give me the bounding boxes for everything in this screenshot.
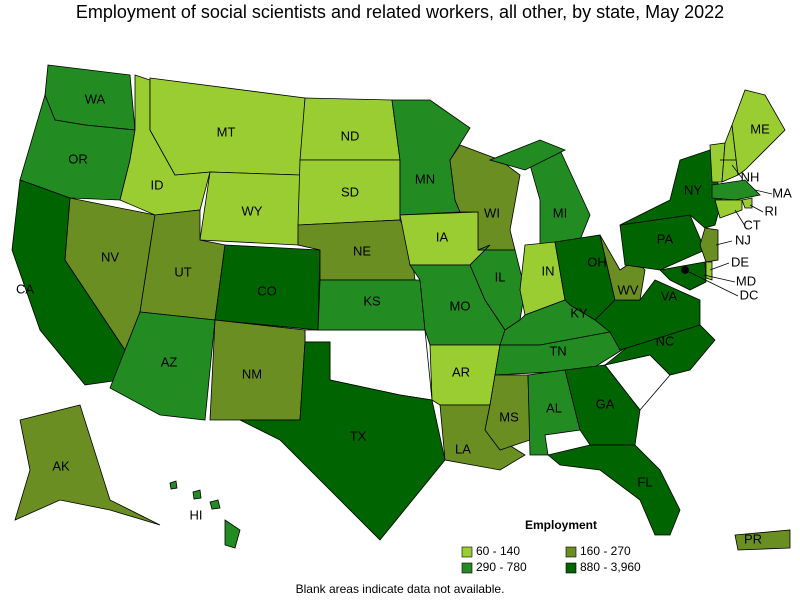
legend-label: 160 - 270 [580,544,631,558]
state-label: AZ [161,354,178,369]
state-label: MD [736,273,756,288]
state-label: UT [174,264,191,279]
legend-label: 60 - 140 [476,544,520,558]
state-label: NM [242,366,262,381]
state [14,404,161,526]
state-label: OH [587,254,607,269]
state-label: GA [596,396,615,411]
state [547,444,681,536]
legend-swatch [565,562,577,574]
state [711,179,761,201]
state-label: AK [52,458,70,473]
state [209,499,221,510]
state-label: PR [744,531,762,546]
state-label: NY [684,182,702,197]
note: Blank areas indicate data not available. [296,582,505,596]
state-label: OR [68,151,88,166]
state-label: NE [353,243,371,258]
state [192,489,202,500]
leader-lines [684,159,773,297]
state-label: DC [740,287,759,302]
state-label: MI [553,205,567,220]
state-label: FL [637,474,652,489]
state-label: IA [436,229,449,244]
legend: Employment 60 - 140 160 - 270 290 - 780 880… [461,518,641,574]
state [239,341,446,541]
states: WA OR CA NV ID MT WY UT AZ CO NM ND SD NE KS TX MN IA MO AR… [11,64,792,551]
state-label: WA [85,91,106,106]
state [488,139,566,171]
state-label: KY [570,305,588,320]
state-label: MA [772,185,792,200]
state-label: MT [217,124,236,139]
state-label: AR [452,364,470,379]
state-label: SD [341,184,359,199]
state-label: ID [151,177,164,192]
state-label: MS [499,409,519,424]
map-title: Employment of social scientists and rela… [76,2,724,22]
state-label: CA [16,281,34,296]
state [741,197,753,209]
state-label: KS [363,293,381,308]
state-label: MN [415,171,435,186]
state [449,144,521,251]
state [224,519,241,549]
state-label: ND [341,128,360,143]
state-label: AL [546,400,562,415]
state [599,234,646,301]
state [714,199,743,219]
state [604,324,716,376]
state-label: NV [101,249,119,264]
state-label: NJ [735,232,751,247]
state-label: CO [257,283,277,298]
state-label: DE [731,254,749,269]
state [169,480,178,490]
state [529,149,591,246]
state-label: IN [542,263,555,278]
state-label: HI [190,507,203,522]
legend-title: Employment [525,518,597,532]
legend-swatch [565,546,577,558]
state [705,261,713,281]
state-label: LA [455,441,471,456]
state-label: WY [242,203,263,218]
legend-label: 290 - 780 [476,560,527,574]
state-label: VA [661,288,678,303]
state [659,261,707,291]
state-label: PA [657,231,674,246]
state-label: TN [549,343,566,358]
state-label: IL [495,269,506,284]
legend-swatch [461,546,473,558]
state [731,89,786,176]
state-label: WV [618,282,639,297]
legend-swatch [461,562,473,574]
state [734,529,791,551]
state-label: ME [750,121,770,136]
state-label: RI [765,203,778,218]
state-label: MO [450,298,471,313]
state [619,149,723,229]
state-label: WI [484,205,500,220]
legend-label: 880 - 3,960 [580,560,641,574]
state-label: TX [350,428,367,443]
state-label: CT [743,217,760,232]
state [699,227,719,263]
